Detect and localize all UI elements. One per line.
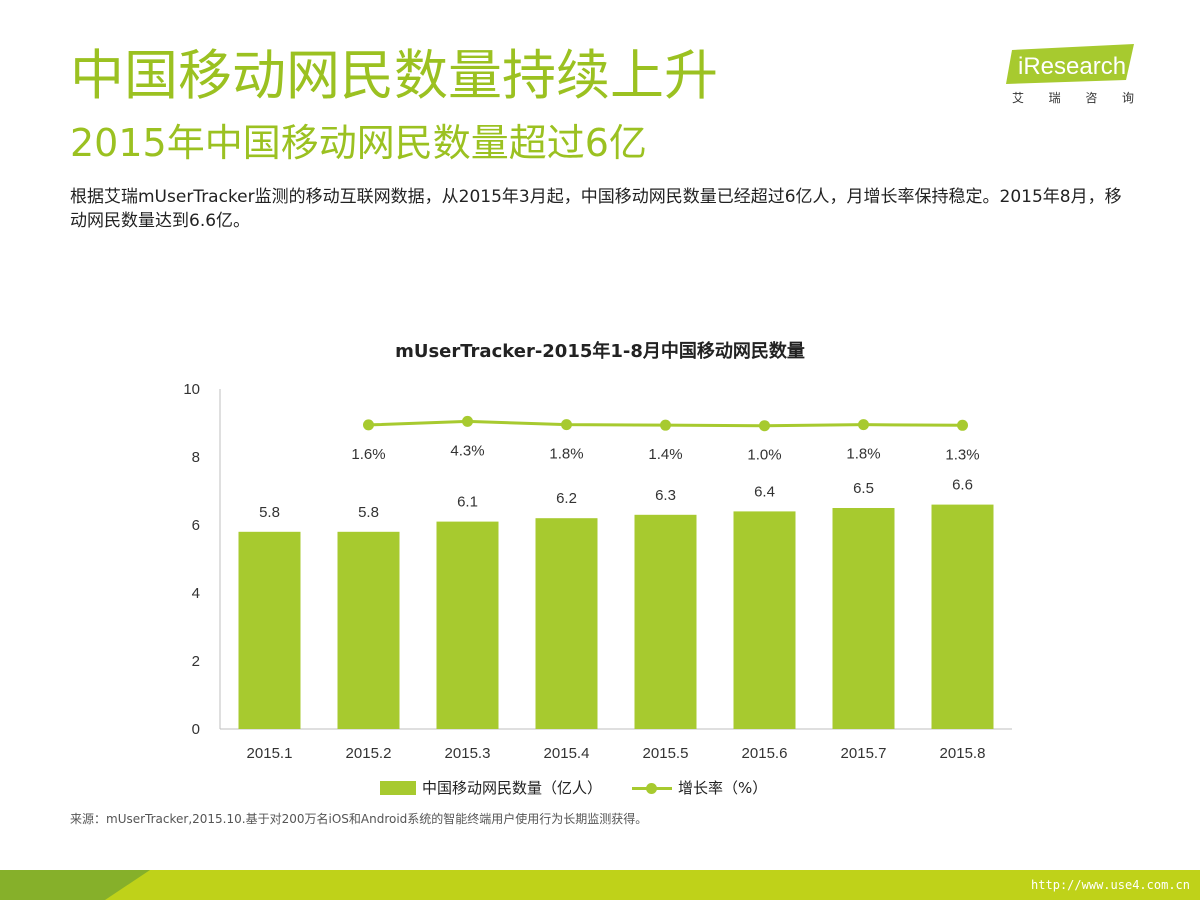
logo-cn-char: 询 xyxy=(1121,91,1134,105)
footer-url-text: http://www.use4.com.cn xyxy=(1031,878,1190,892)
growth-rate-label: 1.8% xyxy=(549,446,583,463)
bar xyxy=(238,531,301,729)
growth-rate-label: 1.3% xyxy=(945,446,979,463)
x-tick-label: 2015.4 xyxy=(544,745,590,762)
y-tick-label: 4 xyxy=(192,585,200,602)
bar-data-label: 6.1 xyxy=(457,494,478,511)
logo-cn-text: 艾 瑞 咨 询 xyxy=(1012,89,1134,106)
legend-line-label: 增长率（%） xyxy=(678,779,768,797)
chart-canvas: 0 2 4 6 8 10 5.8 2015.1 5.8 2015.2 6.1 2015.3 6.2 201… xyxy=(183,381,1012,762)
x-tick-label: 2015.8 xyxy=(940,745,986,762)
growth-rate-point xyxy=(660,419,671,431)
bar-data-label: 6.2 xyxy=(556,490,577,507)
growth-rate-point xyxy=(759,420,770,432)
x-tick-label: 2015.5 xyxy=(643,745,689,762)
iresearch-logo-mark: iResearch xyxy=(1006,44,1134,84)
bar-data-label: 6.4 xyxy=(754,483,775,500)
svg-text:iResearch: iResearch xyxy=(1018,53,1126,80)
legend-line-swatch xyxy=(632,781,673,795)
bar-data-label: 6.6 xyxy=(952,477,973,494)
source-note: 来源：mUserTracker,2015.10.基于对200万名iOS和Andr… xyxy=(70,812,648,826)
logo-cn-char: 艾 xyxy=(1012,91,1025,105)
footer-url: http://www.use4.com.cn xyxy=(1031,878,1190,892)
growth-rate-point xyxy=(561,419,572,431)
growth-rate-label: 1.4% xyxy=(648,446,682,463)
growth-rate-label: 1.0% xyxy=(747,447,781,464)
growth-rate-point xyxy=(858,419,869,431)
x-tick-label: 2015.7 xyxy=(841,745,887,762)
chart-legend: 中国移动网民数量（亿人） 增长率（%） xyxy=(380,777,767,798)
bar xyxy=(337,531,400,729)
growth-rate-point xyxy=(363,419,374,431)
bar-data-label: 6.3 xyxy=(655,487,676,504)
y-tick-label: 2 xyxy=(192,653,200,670)
bar xyxy=(436,521,499,729)
x-tick-label: 2015.1 xyxy=(247,745,293,762)
legend-bar-label: 中国移动网民数量（亿人） xyxy=(422,779,603,797)
logo-cn-char: 咨 xyxy=(1085,91,1098,105)
bar xyxy=(931,504,994,729)
growth-rate-label: 4.3% xyxy=(450,442,484,459)
logo-cn-char: 瑞 xyxy=(1048,91,1061,105)
legend-bar-swatch xyxy=(380,780,416,795)
bar xyxy=(634,514,697,729)
growth-rate-label: 1.8% xyxy=(846,446,880,463)
growth-rate-point xyxy=(462,415,473,427)
bar-data-label: 5.8 xyxy=(358,504,379,521)
page-subtitle: 2015年中国移动网民数量超过6亿 xyxy=(70,121,647,165)
chart-title: mUserTracker-2015年1-8月中国移动网民数量 xyxy=(395,341,805,362)
growth-rate-point xyxy=(957,419,968,431)
footer-band xyxy=(0,870,1200,900)
x-tick-label: 2015.3 xyxy=(445,745,491,762)
bar-data-label: 6.5 xyxy=(853,480,874,497)
y-tick-label: 0 xyxy=(192,721,200,738)
y-tick-label: 8 xyxy=(192,449,200,466)
y-tick-label: 6 xyxy=(192,517,200,534)
x-tick-label: 2015.2 xyxy=(346,745,392,762)
growth-rate-label: 1.6% xyxy=(351,446,385,463)
bar xyxy=(832,508,895,729)
bar xyxy=(535,518,598,729)
bar xyxy=(733,511,796,729)
intro-paragraph: 根据艾瑞mUserTracker监测的移动互联网数据，从2015年3月起，中国移… xyxy=(70,187,1122,231)
x-tick-label: 2015.6 xyxy=(742,745,788,762)
page-title: 中国移动网民数量持续上升 xyxy=(70,44,718,107)
y-tick-label: 10 xyxy=(183,381,200,398)
bar-data-label: 5.8 xyxy=(259,504,280,521)
iresearch-logo: iResearch 艾 瑞 咨 询 xyxy=(1006,44,1136,106)
